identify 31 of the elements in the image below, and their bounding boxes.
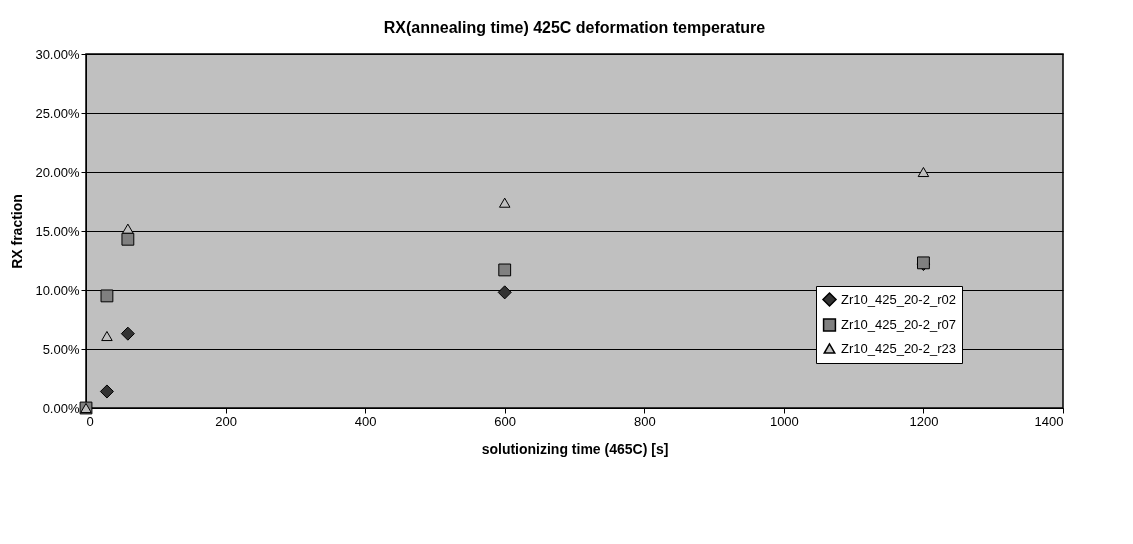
point — [917, 166, 930, 178]
y-tick-label: 0.00% — [42, 400, 80, 416]
y-tick-label: 30.00% — [35, 46, 80, 62]
x-tick-label: 400 — [354, 413, 377, 429]
y-tick-label: 15.00% — [35, 223, 80, 239]
legend-label: Zr10_425_20-2_r07 — [841, 317, 956, 332]
point — [99, 384, 114, 399]
x-tick-label: 1000 — [769, 413, 799, 429]
point — [498, 263, 512, 277]
chart-title: RX(annealing time) 425C deformation temperature — [383, 19, 766, 36]
x-tick-label: 0 — [86, 413, 94, 429]
x-tick-label: 600 — [494, 413, 517, 429]
legend-label: Zr10_425_20-2_r02 — [841, 291, 956, 307]
point — [121, 232, 135, 246]
x-tick-label: 1400 — [1034, 413, 1064, 429]
x-tick-label: 800 — [633, 413, 656, 429]
point — [498, 197, 511, 208]
point — [101, 330, 113, 342]
point — [497, 285, 512, 300]
legend-label: Zr10_425_20-2_r23 — [841, 340, 956, 356]
point — [122, 223, 134, 234]
x-axis-title: solutionizing time (465C) [s] — [481, 440, 669, 457]
x-tick-label: 200 — [215, 413, 237, 429]
y-tick-label: 25.00% — [35, 105, 80, 121]
point — [100, 289, 114, 303]
x-tick-label: 1200 — [909, 413, 939, 429]
y-tick-label: 20.00% — [35, 164, 80, 180]
y-axis-title: RX fraction — [9, 194, 26, 269]
point — [120, 326, 135, 341]
y-tick-label: 10.00% — [35, 282, 80, 298]
y-tick-label: 5.00% — [42, 341, 80, 357]
